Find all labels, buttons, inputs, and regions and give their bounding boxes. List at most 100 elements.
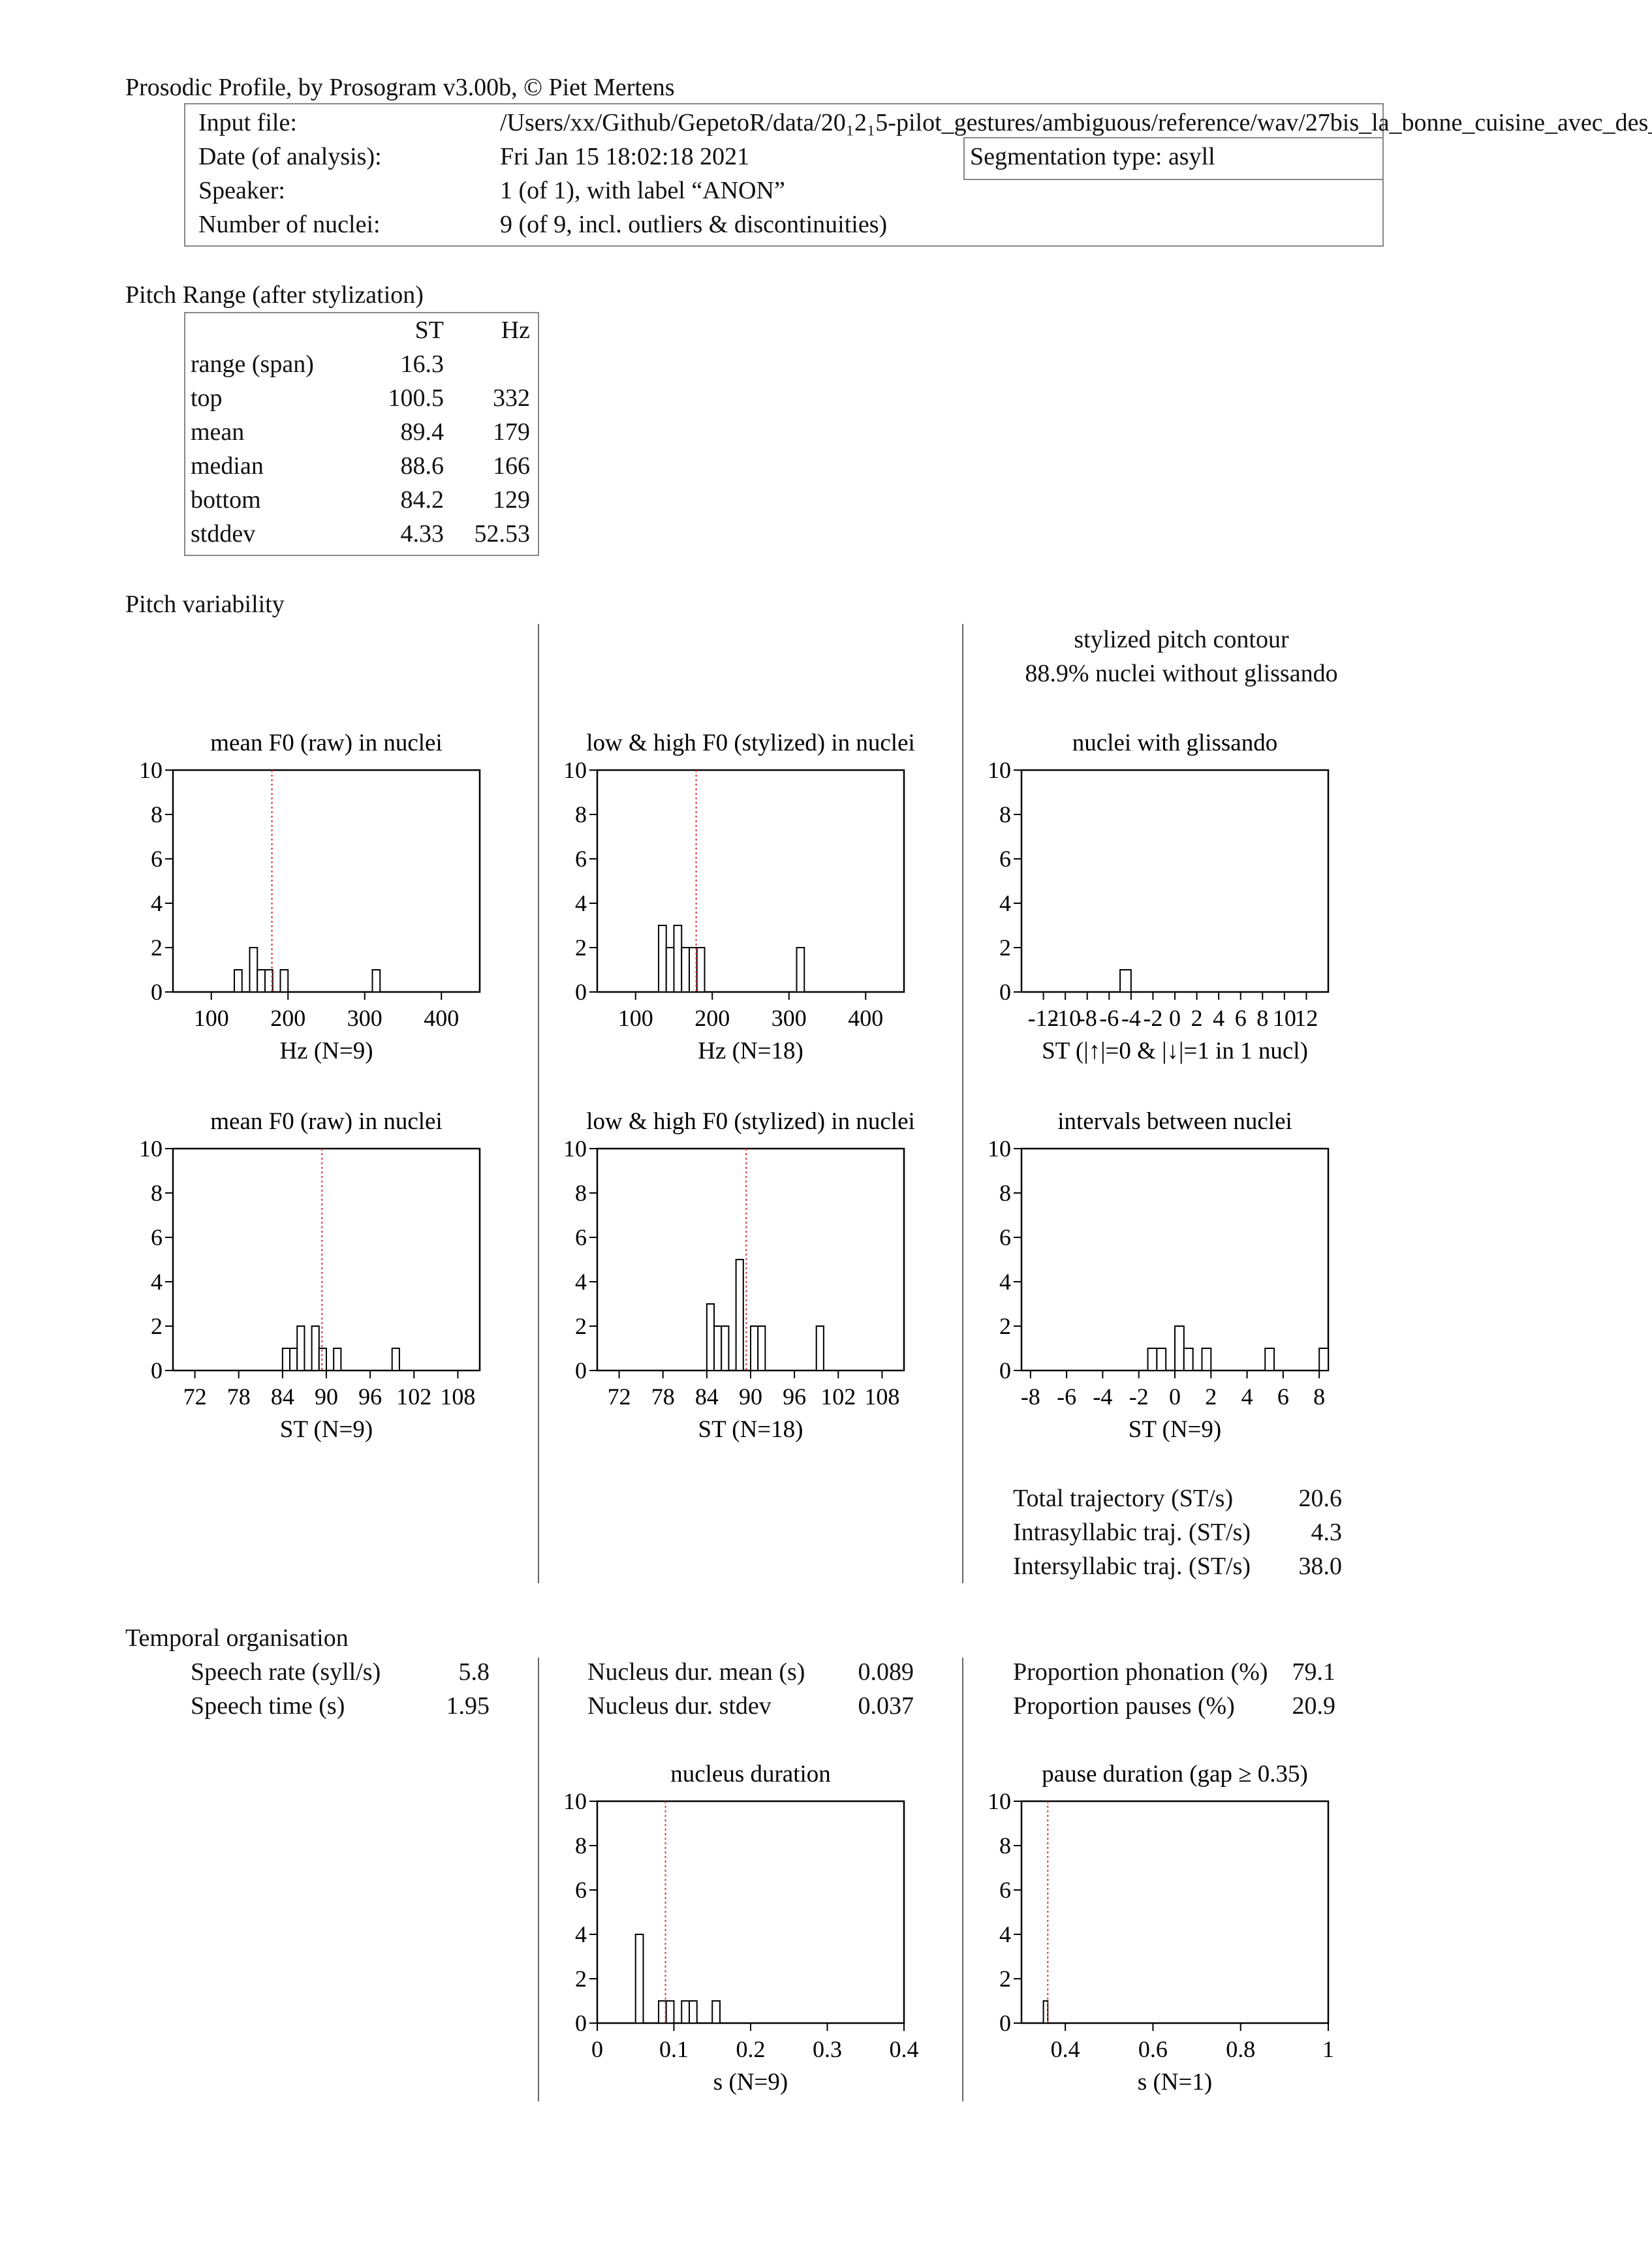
- chart-svg: nucleus duration 0 2 4 6 8 10 0 0.1 0.2 0.3 0.4 s (N…: [563, 1761, 919, 2096]
- x-tick-label: 200: [694, 1005, 730, 1031]
- histogram-bar: [1264, 1348, 1275, 1371]
- y-tick-label: 6: [575, 1877, 587, 1903]
- histogram-bar: [1183, 1348, 1194, 1371]
- y-tick-label: 2: [999, 1313, 1011, 1339]
- pitch-range-row-st: 100.5: [388, 384, 444, 412]
- x-tick-label: 4: [1213, 1005, 1224, 1031]
- x-tick-label: 90: [315, 1384, 338, 1410]
- y-tick-label: 10: [988, 757, 1011, 783]
- x-tick-label: 78: [227, 1384, 251, 1410]
- chart-nucleus-duration: nucleus duration 0 2 4 6 8 10 0 0.1 0.2 0.3 0.4 s (N…: [522, 1749, 940, 2101]
- histogram-bar: [1147, 1348, 1158, 1371]
- histogram-bar: [711, 2000, 721, 2024]
- y-tick-label: 2: [151, 1313, 163, 1339]
- histogram-bar: [658, 925, 667, 993]
- traj-inter-value: 38.0: [1298, 1553, 1343, 1580]
- histogram-bar: [296, 1325, 305, 1371]
- chart-svg: low & high F0 (stylized) in nuclei 0 2 4 6 8 1…: [563, 1108, 915, 1443]
- x-tick-label: -6: [1099, 1005, 1119, 1031]
- x-tick-label: -8: [1021, 1384, 1040, 1410]
- histogram-bar: [634, 1934, 644, 2024]
- histogram-bar: [1156, 1348, 1167, 1371]
- y-tick-label: 0: [575, 1357, 587, 1384]
- x-tick-label: 0.1: [659, 2036, 689, 2062]
- x-axis-label: ST (N=18): [698, 1416, 803, 1443]
- y-tick-label: 10: [139, 757, 163, 783]
- histogram-bar: [1174, 1325, 1185, 1371]
- histogram-bar: [289, 1348, 298, 1371]
- x-axis-label: s (N=1): [1138, 2069, 1212, 2096]
- histogram-bar: [1318, 1348, 1329, 1371]
- chart-svg: mean F0 (raw) in nuclei 0 2 4 6 8 10 100 200 300 4…: [139, 730, 481, 1064]
- histogram-bar: [391, 1348, 400, 1371]
- x-tick-label: 108: [440, 1384, 475, 1410]
- y-tick-label: 0: [575, 2010, 587, 2036]
- chart-title: nuclei with glissando: [1072, 730, 1277, 756]
- x-tick-label: 12: [1294, 1005, 1318, 1031]
- x-tick-label: 0: [1169, 1005, 1181, 1031]
- temporal-title: Temporal organisation: [125, 1624, 349, 1652]
- x-tick-label: 2: [1191, 1005, 1203, 1031]
- y-tick-label: 2: [151, 935, 163, 961]
- chart-svg: low & high F0 (stylized) in nuclei 0 2 4 6 8 1…: [563, 730, 915, 1064]
- plot-frame: [1020, 769, 1330, 993]
- pauses-value: 20.9: [1292, 1692, 1336, 1720]
- x-tick-label: 8: [1313, 1384, 1325, 1410]
- histogram-bar: [681, 2000, 690, 2024]
- histogram-bar: [665, 2000, 675, 2024]
- nuclei-label: Number of nuclei:: [198, 211, 381, 238]
- y-tick-label: 8: [999, 1833, 1011, 1859]
- date-label: Date (of analysis):: [198, 143, 382, 170]
- y-tick-label: 10: [988, 1788, 1011, 1814]
- speech-time-value: 1.95: [446, 1692, 490, 1720]
- x-tick-label: 0.4: [890, 2036, 919, 2062]
- y-tick-label: 10: [563, 757, 587, 783]
- speech-rate-label: Speech rate (syll/s): [191, 1658, 381, 1686]
- y-tick-label: 6: [151, 1224, 163, 1250]
- input-file-value: /Users/xx/Github/GepetoR/data/20₁2₁5-pil…: [500, 109, 1652, 136]
- stylized-subtitle: 88.9% nuclei without glissando: [1025, 660, 1338, 687]
- histogram-bar: [689, 2000, 698, 2024]
- pitch-range-row-label: range (span): [191, 350, 314, 378]
- y-tick-label: 2: [999, 935, 1011, 961]
- x-tick-label: 84: [695, 1384, 719, 1410]
- nucleus-stdev-value: 0.037: [858, 1692, 914, 1720]
- y-tick-label: 4: [575, 1921, 587, 1947]
- plot-frame: [172, 769, 481, 993]
- pauses-label: Proportion pauses (%): [1013, 1692, 1235, 1720]
- x-tick-label: 72: [183, 1384, 207, 1410]
- x-tick-label: 108: [864, 1384, 899, 1410]
- speech-rate-value: 5.8: [458, 1658, 490, 1686]
- pitch-range-row-label: bottom: [191, 486, 261, 514]
- chart-intervals: intervals between nuclei 0 2 4 6 8 10 -8 -6 -4 -2 0…: [946, 1096, 1371, 1449]
- pitch-range-row-st: 4.33: [400, 520, 444, 548]
- speech-time-label: Speech time (s): [191, 1692, 345, 1720]
- chart-title: nucleus duration: [670, 1761, 831, 1788]
- y-tick-label: 10: [139, 1136, 163, 1162]
- y-tick-label: 0: [151, 1357, 163, 1384]
- chart-hz-stylized: low & high F0 (stylized) in nuclei 0 2 4 6 8 1…: [522, 718, 940, 1070]
- x-tick-label: 84: [271, 1384, 294, 1410]
- y-tick-label: 8: [999, 1180, 1011, 1206]
- x-tick-label: 8: [1256, 1005, 1268, 1031]
- chart-title: low & high F0 (stylized) in nuclei: [586, 730, 915, 756]
- pitch-range-row-st: 88.6: [400, 452, 444, 480]
- y-tick-label: 6: [999, 846, 1011, 872]
- stylized-title: stylized pitch contour: [1074, 626, 1289, 653]
- x-tick-label: -4: [1093, 1384, 1112, 1410]
- histogram-bar: [371, 969, 381, 993]
- x-tick-label: 100: [618, 1005, 653, 1031]
- y-tick-label: 4: [151, 890, 163, 916]
- x-tick-label: -8: [1078, 1005, 1097, 1031]
- chart-glissando: nuclei with glissando 0 2 4 6 8 10 -12 -10 -8 -6 -4…: [946, 718, 1371, 1070]
- col-hz-header: Hz: [501, 317, 530, 344]
- pitch-range-row-label: stddev: [191, 520, 256, 548]
- x-tick-label: 300: [347, 1005, 382, 1031]
- histogram-bar: [713, 1325, 723, 1371]
- nucleus-mean-value: 0.089: [858, 1658, 914, 1686]
- x-tick-label: 0.8: [1226, 2036, 1255, 2062]
- segmentation-box: [963, 137, 1384, 180]
- traj-total-value: 20.6: [1298, 1485, 1343, 1512]
- x-tick-label: 200: [270, 1005, 305, 1031]
- traj-intra-value: 4.3: [1311, 1519, 1343, 1546]
